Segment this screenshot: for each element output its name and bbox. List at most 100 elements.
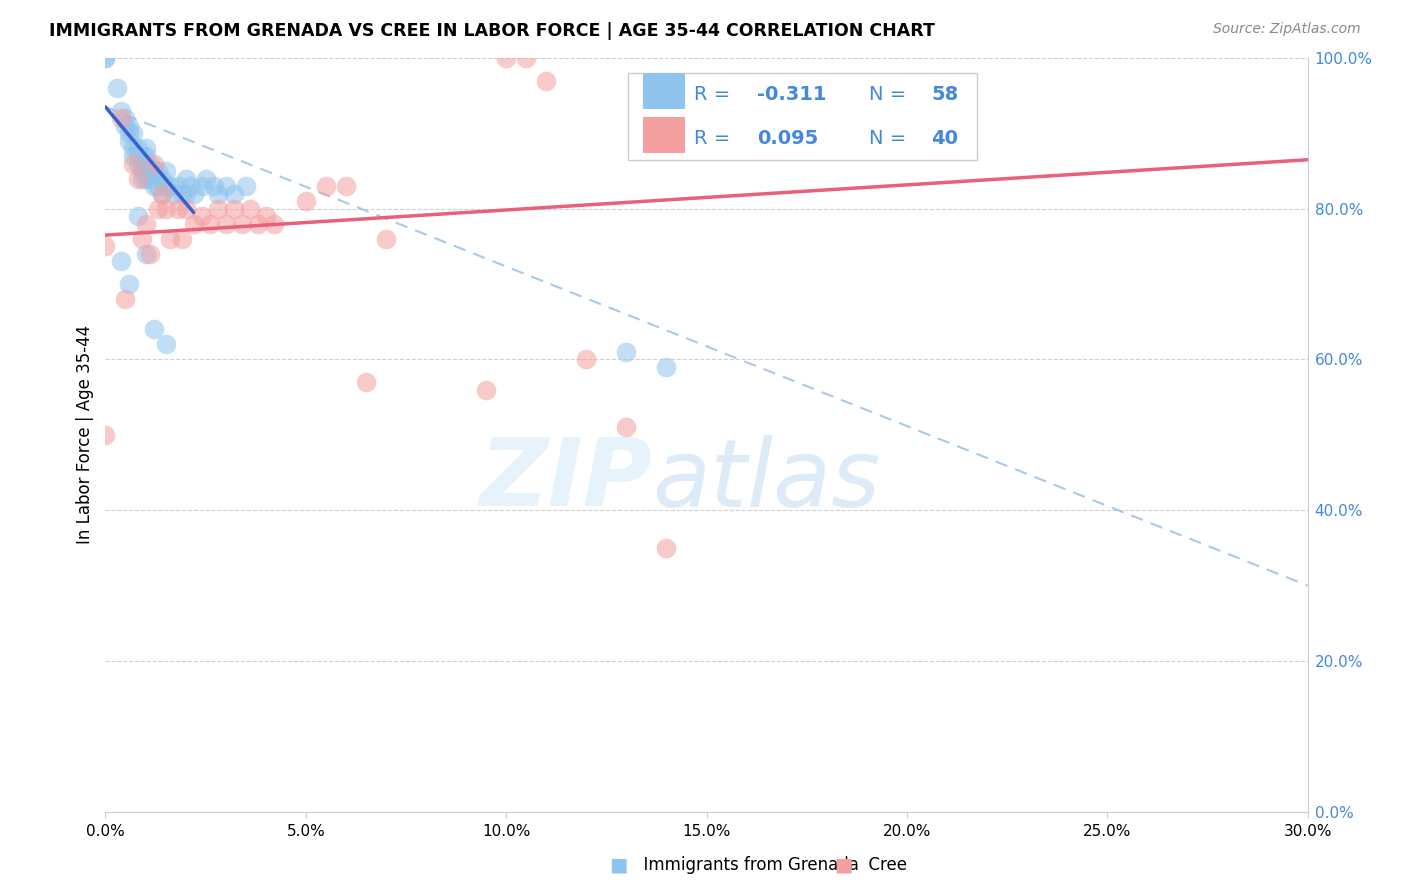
Point (138, 171, 160, 186)
Point (135, 164, 157, 178)
Point (155, 164, 177, 178)
Point (114, 112, 136, 126)
Point (94, 428, 117, 442)
Point (131, 164, 153, 178)
Point (150, 171, 173, 186)
Text: ■: ■ (609, 855, 628, 875)
Point (142, 164, 165, 178)
Point (146, 164, 169, 178)
Point (475, 383, 498, 397)
Point (166, 179, 188, 194)
Point (179, 179, 201, 194)
Point (114, 119, 136, 133)
Point (122, 149, 145, 163)
Point (162, 186, 184, 201)
Point (246, 217, 269, 231)
Point (135, 149, 157, 163)
Point (127, 209, 149, 223)
Point (135, 141, 157, 155)
Point (135, 171, 157, 186)
Point (107, 81, 129, 95)
Point (239, 202, 262, 216)
Text: Source: ZipAtlas.com: Source: ZipAtlas.com (1213, 22, 1361, 37)
Point (174, 171, 197, 186)
Point (118, 127, 141, 141)
Text: Cree: Cree (858, 856, 907, 874)
Text: ■: ■ (834, 855, 853, 875)
Point (146, 179, 169, 194)
Point (155, 337, 177, 351)
Point (122, 127, 145, 141)
Point (207, 202, 229, 216)
Point (150, 186, 173, 201)
Point (374, 232, 398, 246)
Point (616, 345, 638, 359)
Point (183, 186, 205, 201)
Point (138, 247, 160, 261)
Point (190, 179, 212, 194)
Point (110, 254, 132, 268)
Point (135, 217, 157, 231)
Point (118, 277, 141, 292)
Point (118, 134, 141, 148)
Point (254, 209, 277, 223)
Point (515, 51, 537, 65)
Point (263, 217, 285, 231)
Point (138, 164, 160, 178)
Point (222, 202, 245, 216)
Point (202, 179, 225, 194)
Point (94, 239, 117, 253)
Point (159, 232, 181, 246)
Point (122, 156, 145, 170)
Point (131, 232, 153, 246)
Text: Immigrants from Grenada: Immigrants from Grenada (633, 856, 859, 874)
Point (655, 359, 678, 374)
Point (110, 103, 132, 118)
Point (222, 186, 245, 201)
Point (616, 420, 638, 434)
Text: ZIP: ZIP (479, 434, 652, 526)
Point (155, 202, 177, 216)
Point (354, 375, 377, 389)
Point (94, 51, 117, 65)
Point (131, 171, 153, 186)
Point (127, 171, 149, 186)
Point (122, 141, 145, 155)
Point (214, 217, 236, 231)
Point (138, 156, 160, 170)
Point (207, 186, 229, 201)
Point (655, 541, 678, 555)
Point (142, 156, 165, 170)
Point (94, 51, 117, 65)
Text: R =: R = (695, 86, 737, 104)
Point (183, 217, 205, 231)
Point (190, 209, 212, 223)
FancyBboxPatch shape (643, 73, 685, 110)
Point (142, 322, 165, 336)
Point (315, 179, 337, 194)
Point (174, 202, 197, 216)
Point (110, 112, 132, 126)
Text: atlas: atlas (652, 434, 880, 525)
Point (534, 73, 557, 87)
Point (231, 217, 253, 231)
Point (235, 179, 257, 194)
Point (150, 186, 173, 201)
Point (159, 179, 181, 194)
Point (135, 247, 157, 261)
Point (127, 141, 149, 155)
Text: N =: N = (869, 86, 912, 104)
Text: N =: N = (869, 128, 912, 147)
FancyBboxPatch shape (628, 73, 977, 160)
Text: 0.095: 0.095 (756, 128, 818, 147)
Point (194, 171, 217, 186)
Text: 40: 40 (931, 128, 959, 147)
Point (114, 292, 136, 306)
Point (146, 202, 169, 216)
FancyBboxPatch shape (643, 117, 685, 153)
Point (166, 202, 188, 216)
Point (335, 179, 357, 194)
Point (170, 232, 193, 246)
Point (295, 194, 318, 209)
Y-axis label: In Labor Force | Age 35-44: In Labor Force | Age 35-44 (76, 326, 94, 544)
